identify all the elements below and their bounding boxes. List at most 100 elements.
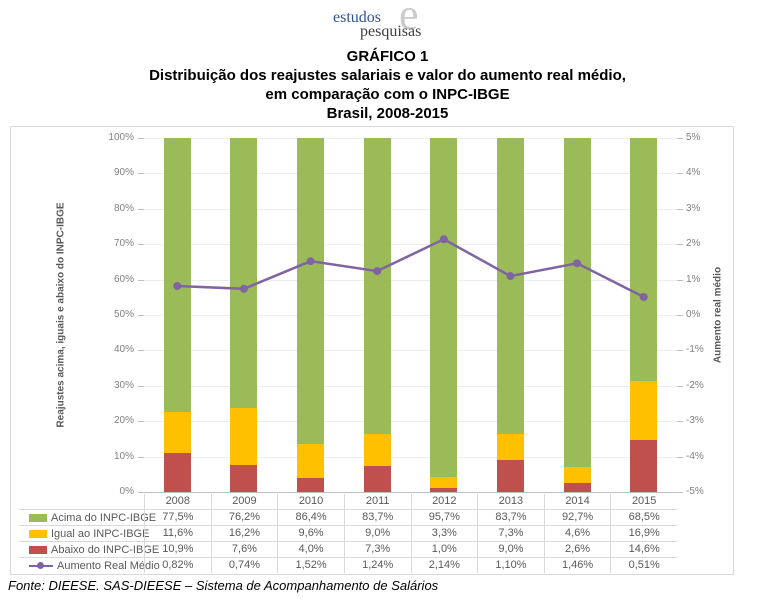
- gridline-30%: [144, 385, 677, 387]
- legend-label-igual-ao-inpc-ibge: Igual ao INPC-IBGE: [51, 527, 150, 540]
- table-row-aumento-real-me-dio: Aumento Real Médio 0,82% 0,74% 1,52% 1,24% 2,…: [19, 558, 677, 573]
- right-tickmark: [677, 350, 683, 352]
- logo-e-glyph: e: [399, 0, 419, 39]
- bar-2008-igual-ao-inpc-ibge: [163, 412, 191, 454]
- line-path: [177, 237, 645, 299]
- bar-2009-acima-do-inpc-ibge: [230, 138, 258, 408]
- bar-2014-acima-do-inpc-ibge: [563, 138, 591, 467]
- value-2013-abaixo-do-inpc-ibge: 9,0%: [477, 542, 544, 557]
- right-tick-2%: 2%: [686, 238, 701, 250]
- right-tickmark: [677, 208, 683, 210]
- bar-2013-abaixo-do-inpc-ibge: [496, 460, 524, 492]
- right-tick--5%: -5%: [686, 486, 704, 497]
- line-marker-2010: [306, 257, 315, 266]
- left-tickmark: [138, 385, 144, 387]
- line-series-aumento-real-me-dio: [173, 235, 648, 301]
- value-2010-abaixo-do-inpc-ibge: 4,0%: [277, 542, 344, 557]
- left-tickmark: [138, 456, 144, 458]
- chart-frame: Reajustes acima, iguais e abaixo do INPC…: [10, 126, 734, 575]
- chart-title-block: GRÁFICO 1 Distribuição dos reajustes sal…: [0, 47, 775, 123]
- legend-entry-abaixo-do-inpc-ibge: Abaixo do INPC-IBGE: [19, 542, 159, 557]
- left-tick-50%: 50%: [113, 309, 134, 320]
- gridline-10%: [144, 456, 677, 458]
- table-row-abaixo-do-inpc-ibge: Abaixo do INPC-IBGE 10,9% 7,6% 4,0% 7,3% 1,0%…: [19, 542, 677, 558]
- right-tick-1%: 1%: [686, 273, 701, 285]
- value-2013-aumento-real-me-dio: 1,10%: [477, 558, 544, 573]
- plot-area: [144, 138, 677, 493]
- line-marker-2015: [639, 292, 648, 301]
- bar-2008-acima-do-inpc-ibge: [163, 138, 191, 413]
- year-label-2015: 2015: [610, 494, 677, 509]
- value-2010-acima-do-inpc-ibge: 86,4%: [277, 510, 344, 525]
- bar-2010-abaixo-do-inpc-ibge: [297, 477, 325, 492]
- left-tick-20%: 20%: [113, 415, 134, 427]
- right-tick-0%: 0%: [686, 309, 701, 320]
- left-tick-60%: 60%: [113, 273, 134, 285]
- right-tickmark: [677, 279, 683, 281]
- left-tickmark: [138, 315, 144, 316]
- left-tickmark: [138, 279, 144, 281]
- legend-entry-igual-ao-inpc-ibge: Igual ao INPC-IBGE: [19, 526, 149, 541]
- estudos-pesquisas-logo: e estudos pesquisas: [330, 0, 470, 40]
- bar-2013-igual-ao-inpc-ibge: [496, 434, 524, 461]
- gridline-50%: [144, 315, 677, 316]
- value-2011-abaixo-do-inpc-ibge: 7,3%: [343, 542, 411, 557]
- bar-2013-acima-do-inpc-ibge: [496, 138, 524, 435]
- left-tickmark: [138, 208, 144, 210]
- gridline-100%: [144, 138, 677, 139]
- year-label-2010: 2010: [277, 494, 344, 509]
- legend-label-acima-do-inpc-ibge: Acima do INPC-IBGE: [51, 511, 157, 524]
- bar-2012-acima-do-inpc-ibge: [430, 138, 458, 477]
- left-tick-30%: 30%: [113, 379, 134, 391]
- right-tickmark: [677, 385, 683, 387]
- value-2013-igual-ao-inpc-ibge: 7,3%: [477, 526, 544, 541]
- gridline-60%: [144, 279, 677, 281]
- value-2009-acima-do-inpc-ibge: 76,2%: [210, 510, 278, 525]
- left-tickmark: [138, 173, 144, 175]
- bar-2015-igual-ao-inpc-ibge: [630, 380, 658, 441]
- left-tick-70%: 70%: [113, 238, 134, 250]
- left-tickmark: [138, 492, 144, 493]
- bar-2009-igual-ao-inpc-ibge: [230, 407, 258, 466]
- value-2012-acima-do-inpc-ibge: 95,7%: [410, 510, 478, 525]
- value-2011-acima-do-inpc-ibge: 83,7%: [343, 510, 411, 525]
- left-tick-0%: 0%: [119, 486, 134, 497]
- left-tickmark: [138, 244, 144, 246]
- value-2008-abaixo-do-inpc-ibge: 10,9%: [144, 542, 211, 557]
- right-tickmark: [677, 456, 683, 458]
- right-tick--2%: -2%: [686, 379, 704, 391]
- chart-title-line-4: Brasil, 2008-2015: [326, 105, 449, 122]
- value-2009-aumento-real-me-dio: 0,74%: [210, 558, 278, 573]
- line-icon-dot: [37, 562, 44, 569]
- line-marker-2008: [173, 281, 182, 290]
- table-year-row: 2008 2009 2010 2011 2012 2013 2014 2015: [19, 494, 677, 510]
- bar-2012-abaixo-do-inpc-ibge: [430, 488, 458, 492]
- value-2014-aumento-real-me-dio: 1,46%: [543, 558, 611, 573]
- legend-entry-aumento-real-me-dio: Aumento Real Médio: [19, 558, 160, 573]
- right-tickmark: [677, 421, 683, 423]
- value-2010-aumento-real-me-dio: 1,52%: [277, 558, 344, 573]
- gridline-20%: [144, 421, 677, 423]
- logo-pesquisas-text: pesquisas: [360, 23, 422, 40]
- legend-label-aumento-real-me-dio: Aumento Real Médio: [57, 559, 160, 572]
- right-tick--3%: -3%: [686, 415, 704, 427]
- bar-2015-acima-do-inpc-ibge: [630, 138, 658, 381]
- bar-2014-abaixo-do-inpc-ibge: [563, 482, 591, 492]
- right-tick-3%: 3%: [686, 202, 701, 214]
- source-note: Fonte: DIEESE. SAS-DIEESE – Sistema de A…: [8, 578, 439, 593]
- bar-2012-igual-ao-inpc-ibge: [430, 476, 458, 489]
- table-row-igual-ao-inpc-ibge: Igual ao INPC-IBGE 11,6% 16,2% 9,6% 9,0% 3,3%…: [19, 526, 677, 542]
- value-2015-aumento-real-me-dio: 0,51%: [610, 558, 677, 573]
- bar-2008-abaixo-do-inpc-ibge: [163, 453, 191, 492]
- left-tick-100%: 100%: [108, 132, 134, 143]
- left-tickmark: [138, 138, 144, 139]
- year-label-2013: 2013: [477, 494, 544, 509]
- value-2011-aumento-real-me-dio: 1,24%: [343, 558, 411, 573]
- bar-2011-igual-ao-inpc-ibge: [363, 434, 391, 467]
- line-marker-2011: [373, 267, 382, 276]
- right-tick--1%: -1%: [686, 344, 704, 356]
- gridline-40%: [144, 350, 677, 352]
- aumento-real-me-dio-line-marker-icon: [29, 561, 53, 570]
- value-2008-igual-ao-inpc-ibge: 11,6%: [144, 526, 211, 541]
